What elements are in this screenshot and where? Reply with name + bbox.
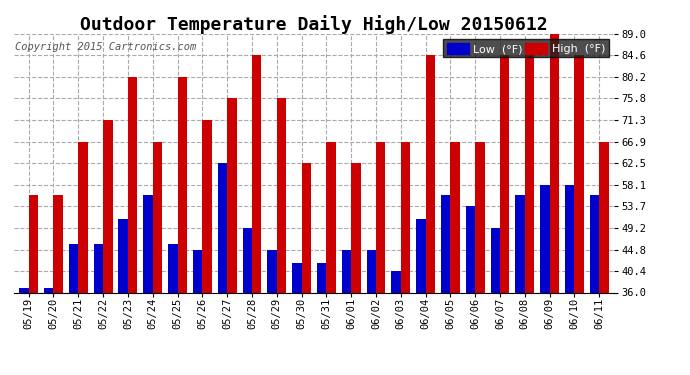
Bar bbox=[565, 184, 574, 292]
Bar bbox=[119, 219, 128, 292]
Bar bbox=[242, 228, 252, 292]
Bar bbox=[292, 263, 302, 292]
Bar bbox=[152, 142, 162, 292]
Bar bbox=[69, 244, 78, 292]
Bar bbox=[540, 184, 550, 292]
Bar bbox=[351, 163, 361, 292]
Bar bbox=[466, 206, 475, 292]
Bar bbox=[29, 195, 38, 292]
Bar bbox=[44, 288, 54, 292]
Text: Copyright 2015 Cartronics.com: Copyright 2015 Cartronics.com bbox=[15, 42, 196, 51]
Bar bbox=[94, 244, 103, 292]
Bar bbox=[441, 195, 451, 292]
Title: Outdoor Temperature Daily High/Low 20150612: Outdoor Temperature Daily High/Low 20150… bbox=[80, 15, 548, 34]
Bar bbox=[302, 163, 311, 292]
Bar bbox=[202, 120, 212, 292]
Bar bbox=[103, 120, 112, 292]
Bar bbox=[193, 249, 202, 292]
Bar bbox=[525, 55, 534, 292]
Bar bbox=[252, 55, 262, 292]
Bar bbox=[401, 142, 410, 292]
Bar bbox=[19, 288, 29, 292]
Bar bbox=[144, 195, 152, 292]
Bar bbox=[54, 195, 63, 292]
Bar bbox=[550, 34, 559, 292]
Bar bbox=[491, 228, 500, 292]
Bar bbox=[391, 271, 401, 292]
Bar bbox=[366, 249, 376, 292]
Bar bbox=[326, 142, 336, 292]
Bar bbox=[218, 163, 227, 292]
Bar bbox=[475, 142, 484, 292]
Bar bbox=[416, 219, 426, 292]
Bar bbox=[128, 77, 137, 292]
Bar bbox=[168, 244, 177, 292]
Bar bbox=[599, 142, 609, 292]
Bar bbox=[277, 98, 286, 292]
Legend: Low  (°F), High  (°F): Low (°F), High (°F) bbox=[444, 39, 609, 57]
Bar bbox=[451, 142, 460, 292]
Bar bbox=[574, 55, 584, 292]
Bar bbox=[177, 77, 187, 292]
Bar bbox=[500, 55, 509, 292]
Bar bbox=[342, 249, 351, 292]
Bar bbox=[376, 142, 386, 292]
Bar bbox=[515, 195, 525, 292]
Bar bbox=[317, 263, 326, 292]
Bar bbox=[78, 142, 88, 292]
Bar bbox=[267, 249, 277, 292]
Bar bbox=[426, 55, 435, 292]
Bar bbox=[227, 98, 237, 292]
Bar bbox=[590, 195, 599, 292]
